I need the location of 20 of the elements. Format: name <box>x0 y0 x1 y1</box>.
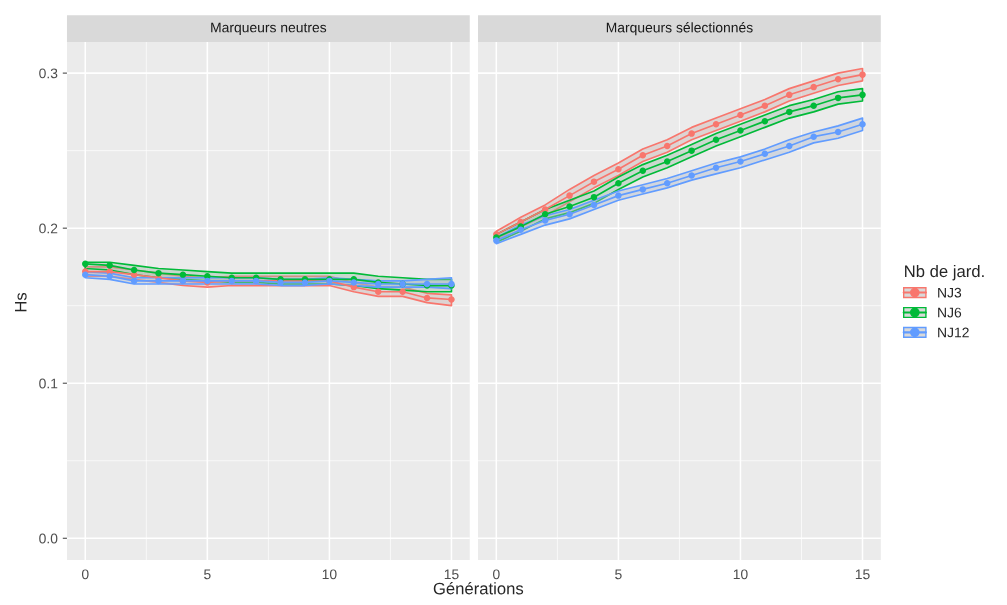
legend-title: Nb de jard. <box>905 264 984 281</box>
chart-title: Marqueurs neutres <box>211 22 327 36</box>
x-axis-title: Générations <box>433 582 524 595</box>
y-tick-label: 0.1 <box>39 378 58 389</box>
x-tick-label: 0 <box>81 569 89 580</box>
y-tick-label: 0.3 <box>39 68 58 79</box>
legend-label: NJ12 <box>938 327 969 338</box>
y-tick-label: 0.2 <box>39 223 58 234</box>
x-tick-label: 10 <box>733 569 748 580</box>
legend-label: NJ6 <box>938 307 962 318</box>
x-tick-label: 5 <box>204 569 211 580</box>
chart-title: Marqueurs sélectionnés <box>606 22 753 36</box>
y-tick-label: 0.0 <box>39 533 58 544</box>
x-tick-label: 0 <box>493 569 500 580</box>
x-tick-label: 15 <box>444 569 459 580</box>
x-tick-label: 5 <box>615 569 622 580</box>
x-tick-label: 10 <box>322 569 337 580</box>
x-tick-label: 15 <box>855 569 870 580</box>
legend-label: NJ3 <box>938 287 962 298</box>
y-axis-title: Hs <box>15 292 27 312</box>
